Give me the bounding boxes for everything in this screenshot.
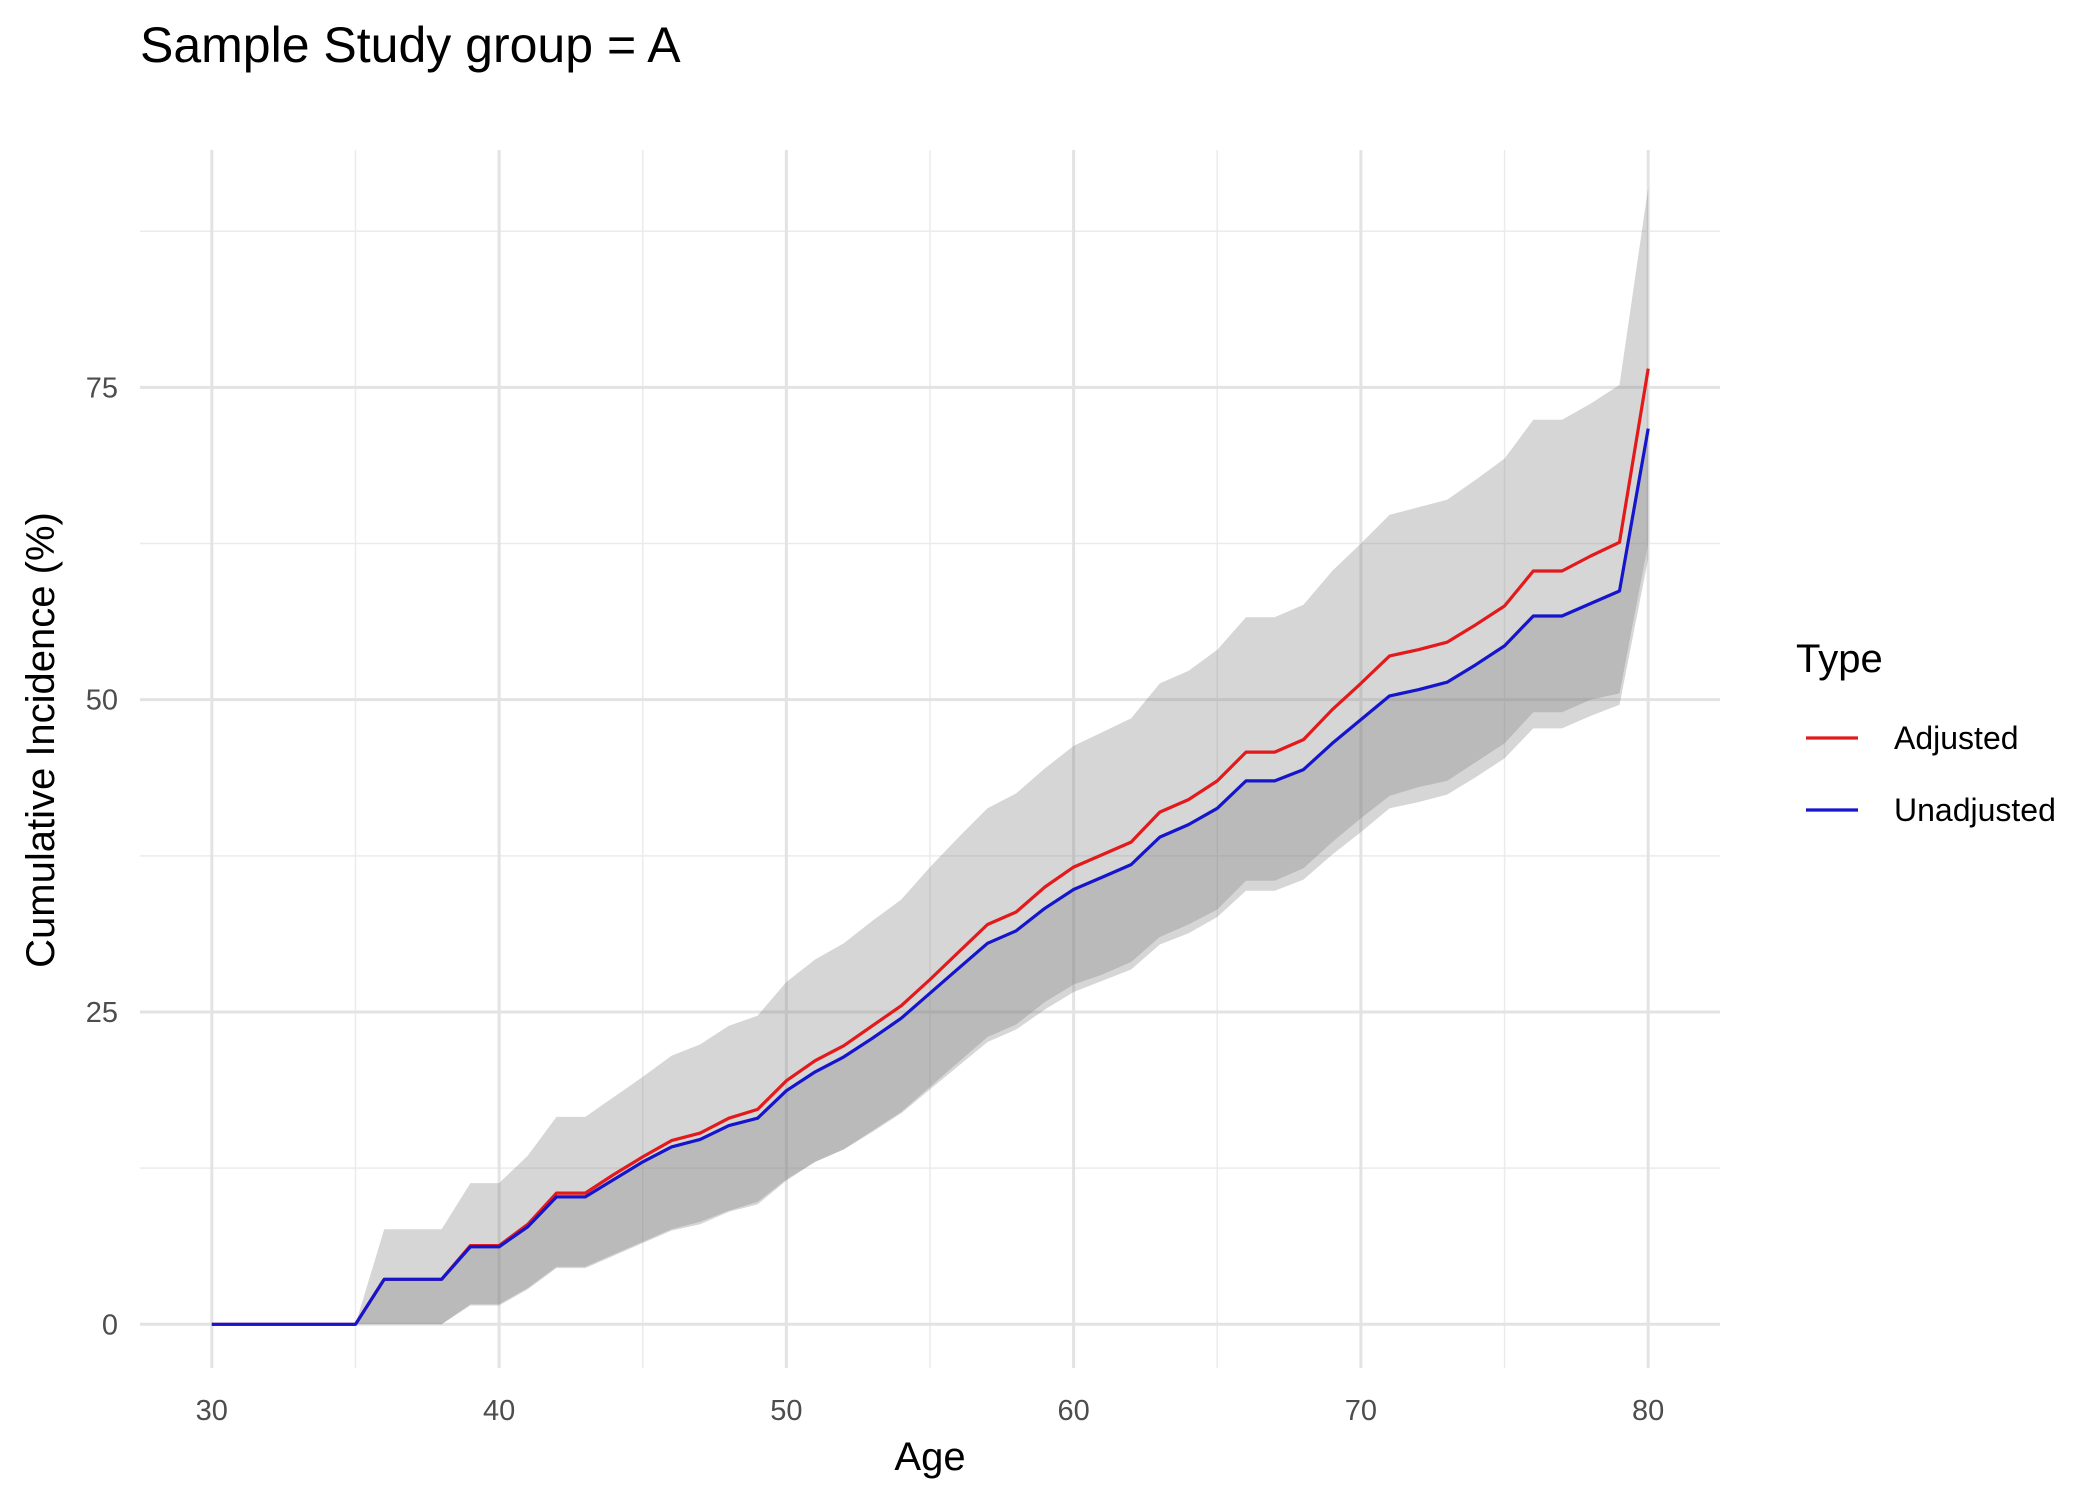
- y-tick-label: 0: [102, 1309, 118, 1341]
- x-tick-label: 30: [196, 1395, 228, 1427]
- legend-title: Type: [1796, 637, 1883, 681]
- legend: Type Adjusted Unadjusted: [1796, 637, 2056, 828]
- x-tick-label: 60: [1058, 1395, 1090, 1427]
- minor-gridlines: [140, 150, 1720, 1368]
- chart-title: Sample Study group = A: [140, 17, 681, 73]
- series-lines: [211, 368, 1650, 1326]
- series-line-unadjusted: [211, 428, 1650, 1326]
- y-tick-label: 75: [86, 372, 118, 404]
- x-tick-label: 50: [770, 1395, 802, 1427]
- y-tick-label: 25: [86, 997, 118, 1029]
- y-axis-ticks: 0 25 50 75: [86, 372, 118, 1341]
- x-tick-label: 40: [483, 1395, 515, 1427]
- y-axis-title: Cumulative Incidence (%): [19, 512, 63, 968]
- x-tick-label: 70: [1345, 1395, 1377, 1427]
- x-axis-title: Age: [894, 1435, 965, 1479]
- legend-item-adjusted: Adjusted: [1806, 720, 2019, 756]
- x-tick-label: 80: [1632, 1395, 1664, 1427]
- major-gridlines: [140, 150, 1720, 1368]
- y-tick-label: 50: [86, 685, 118, 717]
- legend-item-unadjusted: Unadjusted: [1806, 792, 2056, 828]
- confidence-band-adjusted: [211, 187, 1649, 1325]
- legend-label: Unadjusted: [1894, 792, 2056, 828]
- confidence-bands: [211, 187, 1649, 1325]
- x-axis-ticks: 30 40 50 60 70 80: [196, 1395, 1665, 1427]
- legend-items: Adjusted Unadjusted: [1806, 720, 2056, 828]
- plot-panel: [140, 150, 1720, 1368]
- legend-label: Adjusted: [1894, 720, 2019, 756]
